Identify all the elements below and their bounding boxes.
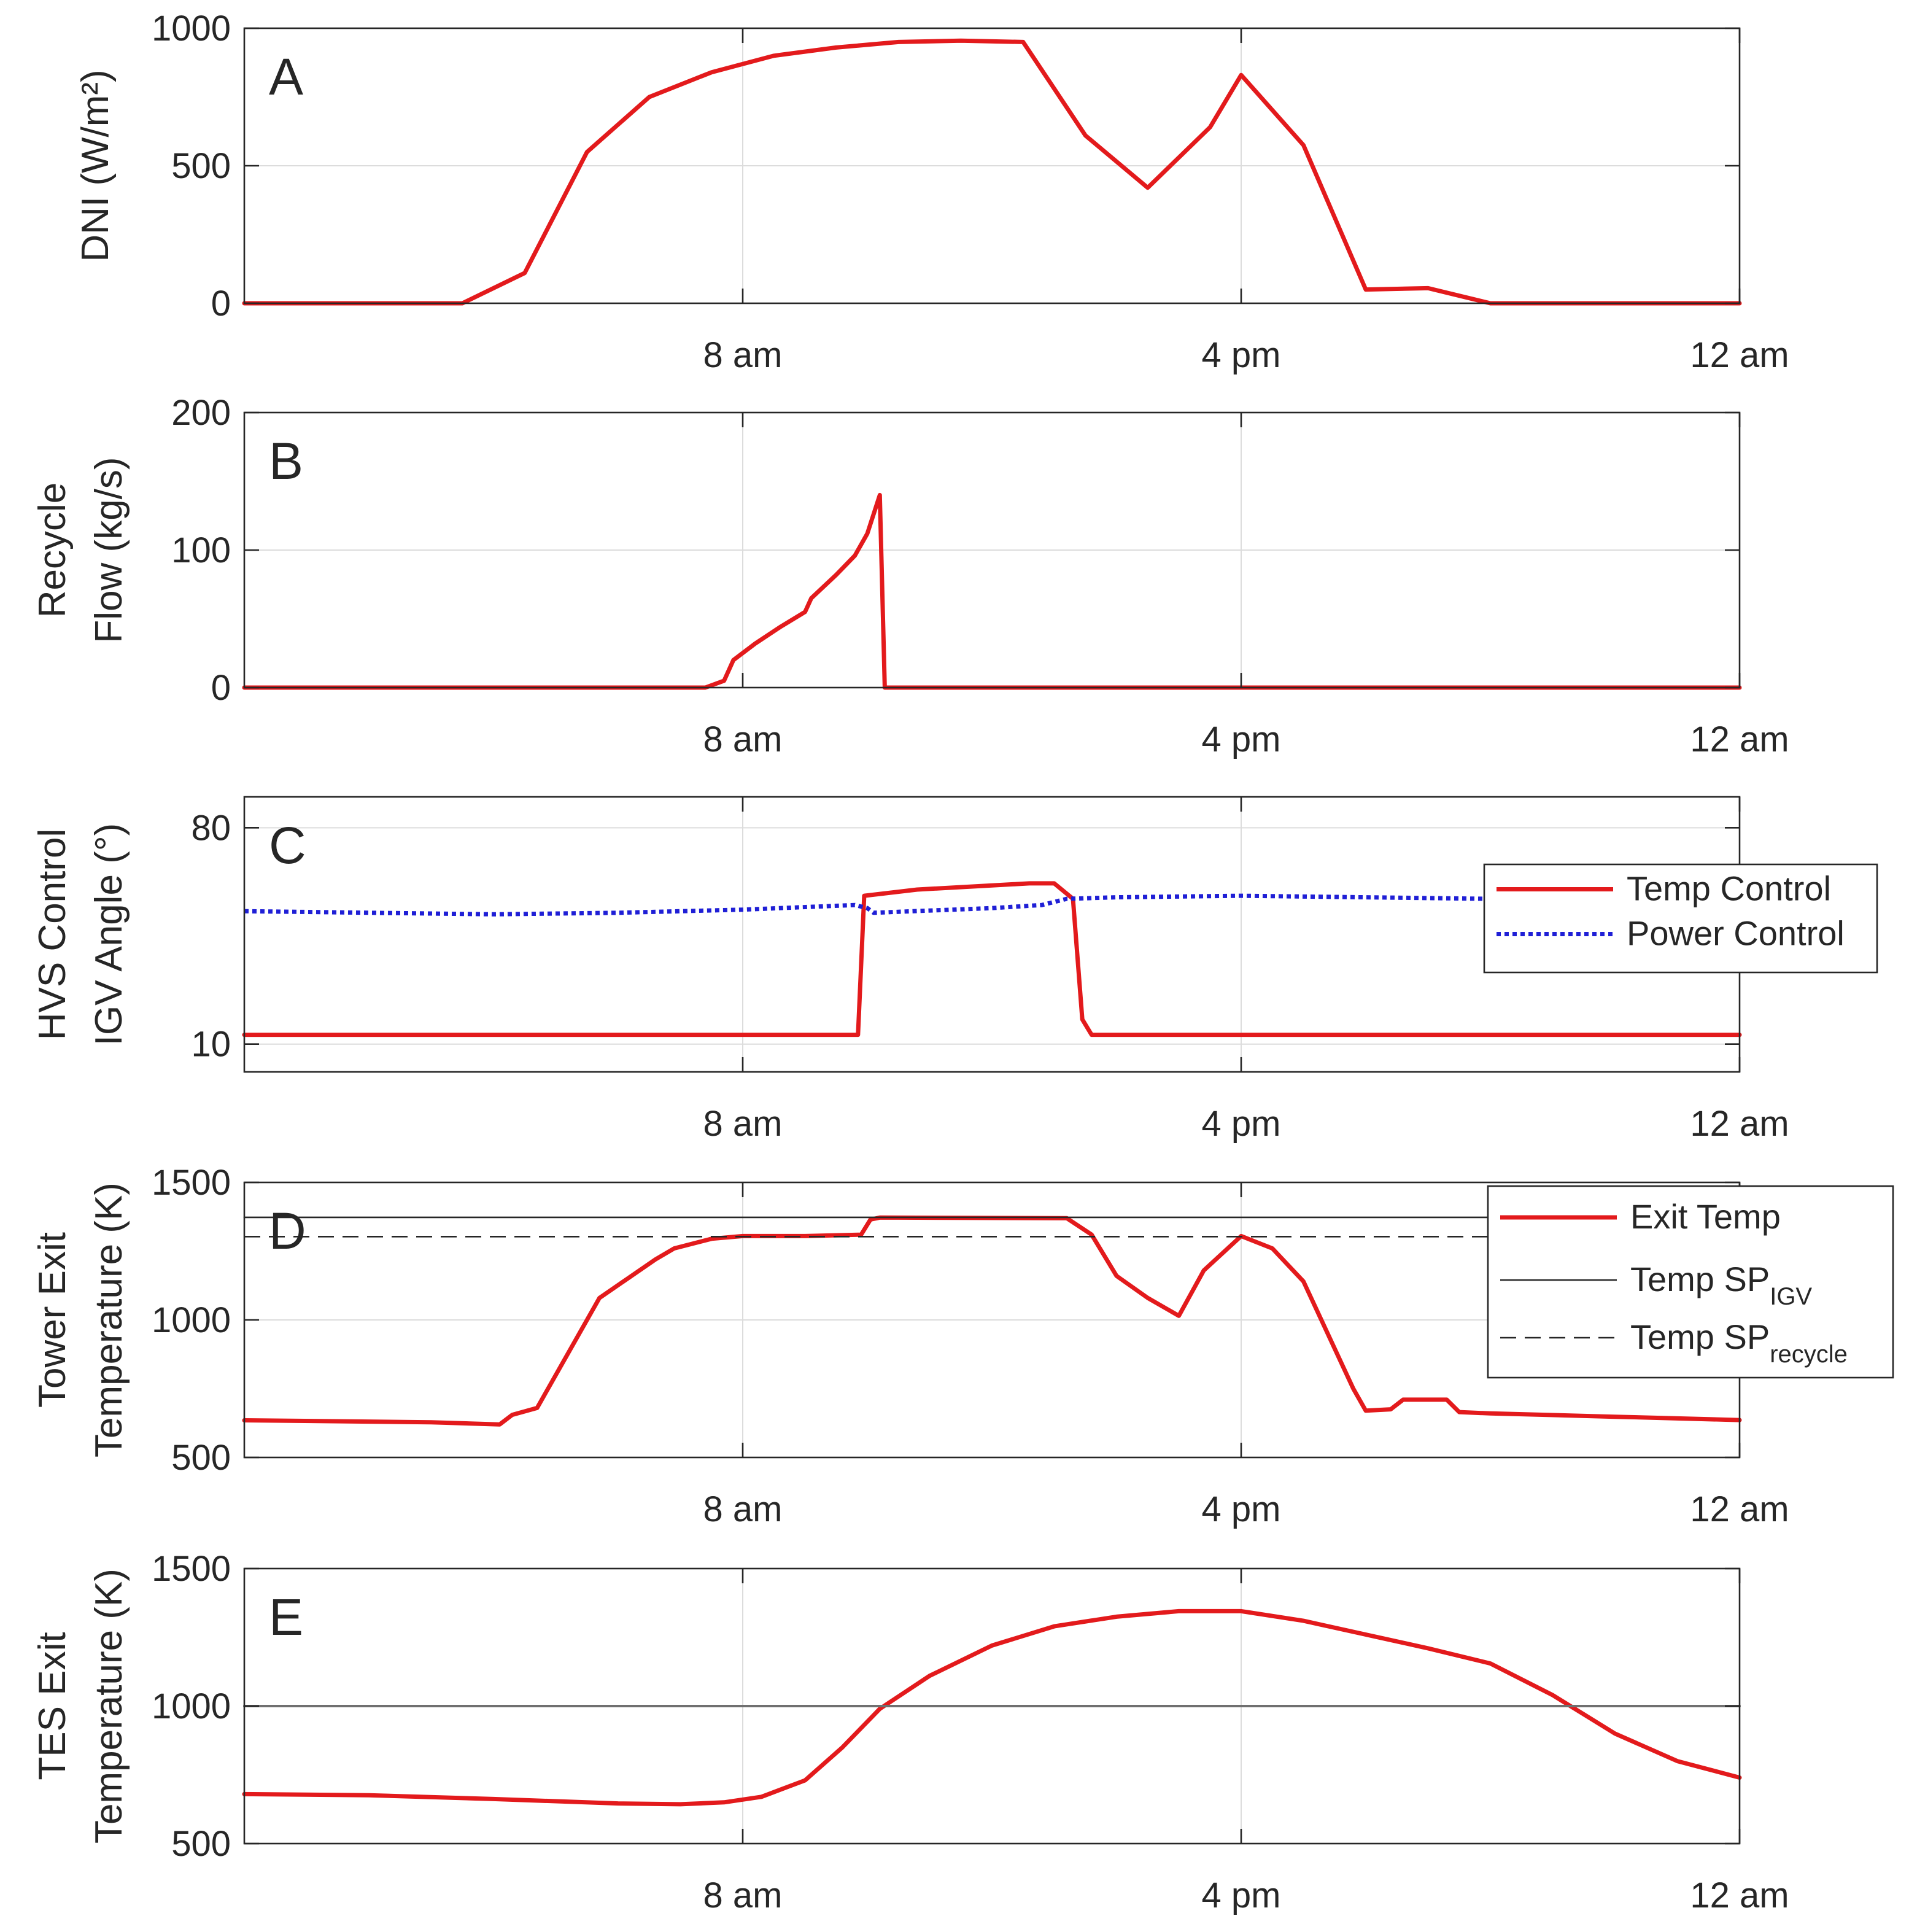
y-tick-label: 1500 bbox=[152, 1163, 231, 1203]
x-tick-label: 4 pm bbox=[1202, 720, 1281, 759]
y-tick-label: 1500 bbox=[152, 1549, 231, 1589]
y-tick-label: 500 bbox=[171, 1438, 231, 1478]
y-tick-label: 200 bbox=[171, 393, 231, 433]
legend-label: Temp SPIGV bbox=[1630, 1260, 1812, 1310]
y-tick-label: 500 bbox=[171, 1824, 231, 1864]
series-line-1 bbox=[242, 881, 1742, 1038]
y-axis-label: Recycle bbox=[31, 483, 74, 618]
y-tick-label: 500 bbox=[171, 146, 231, 186]
panel-letter: D bbox=[269, 1202, 306, 1260]
panel-letter: E bbox=[269, 1588, 303, 1646]
x-tick-label: 8 am bbox=[703, 720, 783, 759]
x-tick-label: 8 am bbox=[703, 335, 783, 375]
legend-label: Temp SPrecycle bbox=[1630, 1317, 1848, 1368]
x-tick-label: 4 pm bbox=[1202, 1489, 1281, 1529]
y-tick-label: 1000 bbox=[152, 1300, 231, 1340]
panel-letter: C bbox=[269, 817, 306, 874]
y-axis-label: DNI (W/m²) bbox=[74, 69, 117, 262]
x-tick-label: 12 am bbox=[1690, 1104, 1789, 1144]
legend-label: Power Control bbox=[1627, 914, 1845, 953]
legend: Exit Temp Temp SPIGV Temp SPrecycle bbox=[1487, 1185, 1894, 1379]
series-line-2 bbox=[244, 893, 1740, 917]
y-axis-label: Tower Exit bbox=[31, 1232, 74, 1408]
x-tick-label: 12 am bbox=[1690, 1489, 1789, 1529]
panel-b: 0 100 200 8 am 4 pm 12 am B Recycle Flow (kg/s) bbox=[31, 393, 1789, 759]
y-axis-label: Temperature (K) bbox=[88, 1182, 130, 1457]
y-tick-label: 1000 bbox=[152, 9, 231, 48]
legend-label: Exit Temp bbox=[1630, 1197, 1781, 1236]
y-axis-label: IGV Angle (°) bbox=[88, 823, 130, 1046]
y-tick-label: 100 bbox=[171, 530, 231, 570]
y-tick-label: 0 bbox=[211, 668, 231, 708]
x-tick-label: 12 am bbox=[1690, 1876, 1789, 1915]
series-line-1 bbox=[242, 1608, 1742, 1807]
panel-letter: B bbox=[269, 432, 303, 490]
y-axis-label: Flow (kg/s) bbox=[88, 457, 130, 643]
legend-box bbox=[1483, 863, 1878, 974]
panel-d: 500 1000 1500 8 am 4 pm 12 am D Tower Exit Tempe… bbox=[31, 1163, 1894, 1529]
panel-e: 500 1000 1500 8 am 4 pm 12 am E TES Exit Tempera… bbox=[31, 1549, 1789, 1915]
x-tick-label: 4 pm bbox=[1202, 1104, 1281, 1144]
panel-letter: A bbox=[269, 48, 303, 106]
legend-label: Temp Control bbox=[1627, 869, 1831, 908]
x-tick-label: 4 pm bbox=[1202, 1876, 1281, 1915]
series-line-1 bbox=[242, 1215, 1742, 1427]
x-tick-label: 8 am bbox=[703, 1104, 783, 1144]
x-tick-label: 8 am bbox=[703, 1489, 783, 1529]
y-tick-label: 0 bbox=[211, 284, 231, 324]
x-tick-label: 12 am bbox=[1690, 720, 1789, 759]
x-tick-label: 4 pm bbox=[1202, 335, 1281, 375]
y-tick-label: 10 bbox=[191, 1025, 231, 1065]
x-tick-label: 12 am bbox=[1690, 335, 1789, 375]
legend: Temp Control Power Control bbox=[1483, 863, 1878, 974]
y-axis-label: Temperature (K) bbox=[88, 1569, 130, 1844]
y-tick-label: 80 bbox=[191, 808, 231, 848]
series-line-1 bbox=[242, 38, 1742, 306]
y-axis-label: HVS Control bbox=[31, 829, 74, 1041]
series-line-1 bbox=[242, 492, 1742, 690]
panel-c: 10 80 8 am 4 pm 12 am C HVS Control IGV Angle (… bbox=[31, 796, 1878, 1144]
panel-a: 0 500 1000 8 am 4 pm 12 am A DNI (W/m²) bbox=[74, 9, 1789, 375]
y-axis-label: TES Exit bbox=[31, 1632, 74, 1780]
x-tick-label: 8 am bbox=[703, 1876, 783, 1915]
y-tick-label: 1000 bbox=[152, 1686, 231, 1726]
